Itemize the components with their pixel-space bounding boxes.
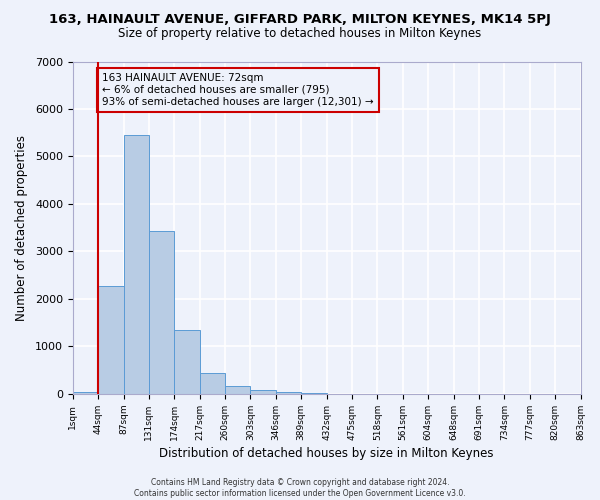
Bar [225, 386, 250, 394]
Bar [200, 372, 225, 394]
Bar [149, 231, 175, 394]
Bar [175, 330, 200, 394]
X-axis label: Distribution of detached houses by size in Milton Keynes: Distribution of detached houses by size … [160, 447, 494, 460]
Text: 163, HAINAULT AVENUE, GIFFARD PARK, MILTON KEYNES, MK14 5PJ: 163, HAINAULT AVENUE, GIFFARD PARK, MILT… [49, 12, 551, 26]
Bar [124, 135, 149, 394]
Text: Size of property relative to detached houses in Milton Keynes: Size of property relative to detached ho… [118, 28, 482, 40]
Bar [276, 392, 301, 394]
Text: Contains HM Land Registry data © Crown copyright and database right 2024.
Contai: Contains HM Land Registry data © Crown c… [134, 478, 466, 498]
Text: 163 HAINAULT AVENUE: 72sqm
← 6% of detached houses are smaller (795)
93% of semi: 163 HAINAULT AVENUE: 72sqm ← 6% of detac… [102, 74, 374, 106]
Bar [98, 286, 124, 394]
Bar [73, 392, 98, 394]
Bar [250, 390, 276, 394]
Y-axis label: Number of detached properties: Number of detached properties [15, 134, 28, 320]
